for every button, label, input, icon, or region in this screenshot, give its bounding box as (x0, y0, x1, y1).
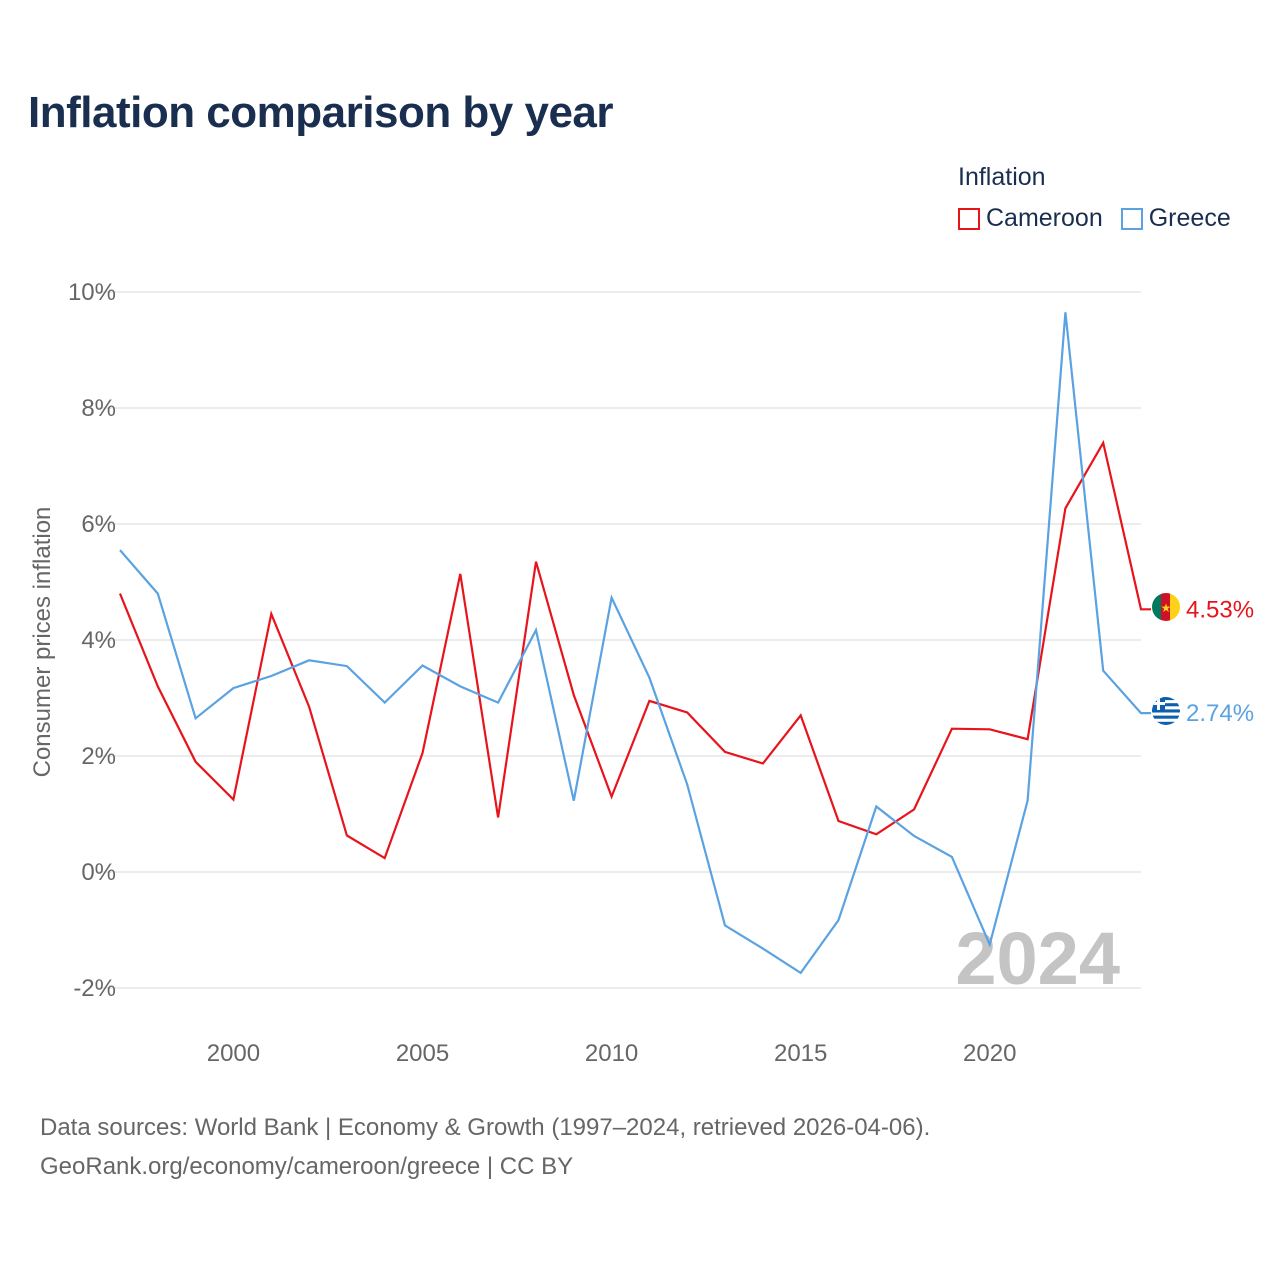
data-point-cameroon[interactable] (304, 702, 314, 712)
data-point-greece[interactable] (455, 681, 465, 691)
data-point-cameroon[interactable] (909, 804, 919, 814)
source-line-2[interactable]: GeoRank.org/economy/cameroon/greece | CC… (40, 1153, 574, 1180)
svg-text:★: ★ (1161, 601, 1172, 615)
y-tick-label: 6% (81, 511, 116, 538)
x-tick-label: 2000 (207, 1040, 260, 1067)
data-point-greece[interactable] (644, 673, 654, 683)
data-point-greece[interactable] (909, 831, 919, 841)
data-point-cameroon[interactable] (531, 557, 541, 567)
data-point-cameroon[interactable] (455, 569, 465, 579)
data-point-cameroon[interactable] (1060, 503, 1070, 513)
data-point-cameroon[interactable] (191, 757, 201, 767)
data-point-cameroon[interactable] (569, 690, 579, 700)
legend-label-cameroon: Cameroon (986, 204, 1103, 232)
legend-item-greece[interactable]: Greece (1120, 204, 1231, 233)
data-point-cameroon[interactable] (115, 589, 125, 599)
data-point-cameroon[interactable] (871, 829, 881, 839)
data-point-cameroon[interactable] (493, 812, 503, 822)
x-tick-label: 2015 (774, 1040, 827, 1067)
data-point-cameroon[interactable] (418, 748, 428, 758)
x-tick-label: 2020 (963, 1040, 1016, 1067)
year-watermark: 2024 (955, 917, 1120, 1000)
end-label-cameroon: 4.53% (1186, 596, 1254, 623)
data-point-greece[interactable] (1060, 307, 1070, 317)
data-point-cameroon[interactable] (228, 795, 238, 805)
data-point-cameroon[interactable] (1136, 604, 1146, 614)
data-point-greece[interactable] (720, 920, 730, 930)
data-point-cameroon[interactable] (796, 710, 806, 720)
data-point-greece[interactable] (569, 796, 579, 806)
data-point-greece[interactable] (1023, 796, 1033, 806)
data-point-greece[interactable] (871, 801, 881, 811)
data-point-greece[interactable] (833, 915, 843, 925)
data-point-cameroon[interactable] (682, 708, 692, 718)
y-tick-label: 8% (81, 395, 116, 422)
data-point-greece[interactable] (531, 625, 541, 635)
data-point-greece[interactable] (115, 545, 125, 555)
y-tick-label: -2% (73, 975, 116, 1002)
series-line-cameroon[interactable] (118, 439, 1151, 860)
data-point-greece[interactable] (1098, 666, 1108, 676)
data-point-greece[interactable] (1136, 708, 1146, 718)
data-point-greece[interactable] (266, 671, 276, 681)
x-tick-label: 2010 (585, 1040, 638, 1067)
data-point-greece[interactable] (191, 713, 201, 723)
y-tick-label: 2% (81, 743, 116, 770)
y-axis-label: Consumer prices inflation (29, 507, 56, 778)
data-point-cameroon[interactable] (644, 696, 654, 706)
legend-title: Inflation (958, 163, 1046, 191)
data-point-greece[interactable] (418, 661, 428, 671)
end-label-greece: 2.74% (1186, 700, 1254, 727)
data-point-greece[interactable] (682, 779, 692, 789)
data-point-greece[interactable] (153, 589, 163, 599)
source-line-1: Data sources: World Bank | Economy & Gro… (40, 1114, 931, 1141)
data-point-cameroon[interactable] (266, 609, 276, 619)
legend-swatch-cameroon (958, 207, 980, 230)
data-point-greece[interactable] (607, 593, 617, 603)
data-point-greece[interactable] (228, 683, 238, 693)
data-point-cameroon[interactable] (720, 747, 730, 757)
legend-item-cameroon[interactable]: Cameroon (958, 204, 1103, 233)
data-point-greece[interactable] (380, 698, 390, 708)
data-point-cameroon[interactable] (947, 724, 957, 734)
chart-title: Inflation comparison by year (28, 88, 614, 137)
y-tick-label: 10% (68, 279, 116, 306)
data-point-greece[interactable] (493, 698, 503, 708)
data-point-cameroon[interactable] (380, 853, 390, 863)
data-point-cameroon[interactable] (607, 792, 617, 802)
legend-swatch-greece (1120, 207, 1143, 230)
legend: Cameroon Greece (958, 204, 1231, 233)
data-point-greece[interactable] (796, 968, 806, 978)
chart-area: -2% 0% 2% 4% 6% 8% 10% 2000 2005 2010 2015 2020 20… (29, 279, 1254, 1067)
data-point-cameroon[interactable] (1098, 438, 1108, 448)
data-point-cameroon[interactable] (985, 724, 995, 734)
data-point-cameroon[interactable] (758, 759, 768, 769)
data-source: Data sources: World Bank | Economy & Gro… (40, 1108, 930, 1186)
data-point-greece[interactable] (342, 661, 352, 671)
cameroon-flag-icon: ★ (1152, 593, 1180, 621)
data-point-greece[interactable] (758, 944, 768, 954)
greece-flag-icon (1152, 697, 1180, 725)
legend-label-greece: Greece (1148, 204, 1231, 232)
x-tick-label: 2005 (396, 1040, 449, 1067)
data-point-cameroon[interactable] (153, 681, 163, 691)
y-tick-label: 0% (81, 859, 116, 886)
data-point-cameroon[interactable] (342, 830, 352, 840)
data-point-greece[interactable] (985, 940, 995, 950)
data-point-greece[interactable] (304, 655, 314, 665)
series-line-greece[interactable] (119, 312, 1151, 975)
data-point-cameroon[interactable] (833, 816, 843, 826)
y-tick-label: 4% (81, 627, 116, 654)
data-point-greece[interactable] (947, 852, 957, 862)
